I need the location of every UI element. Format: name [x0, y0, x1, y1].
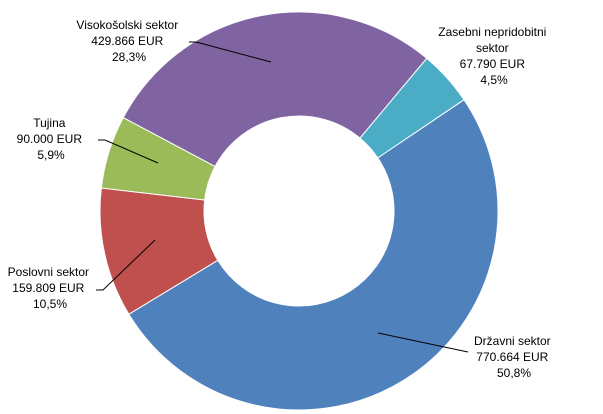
data-label-name: Poslovni sektor — [8, 265, 89, 279]
data-label-visokosolski-sektor: Visokošolski sektor 429.866 EUR 28,3% — [76, 18, 181, 64]
data-label-name: Visokošolski sektor — [76, 18, 178, 32]
data-label-value: 67.790 EUR — [460, 57, 526, 71]
slice-3 — [122, 11, 428, 168]
data-label-value: 770.664 EUR — [476, 350, 548, 364]
slice-4 — [359, 57, 465, 159]
data-label-name-line-2: sektor — [476, 41, 509, 55]
slice-0 — [128, 99, 499, 411]
data-label-tujina: Tujina 90.000 EUR 5,9% — [17, 116, 86, 162]
data-label-value: 90.000 EUR — [17, 132, 83, 146]
data-label-percent: 10,5% — [33, 297, 67, 311]
leader-line-visokosolski — [189, 41, 272, 63]
data-label-name: Tujina — [33, 116, 66, 130]
data-label-name-line-1: Zasebni nepridobitni — [438, 25, 546, 39]
leader-line-poslovni — [96, 239, 156, 291]
data-label-name: Državni sektor — [474, 334, 551, 348]
data-label-poslovni-sektor: Poslovni sektor 159.809 EUR 10,5% — [8, 265, 93, 311]
chart-slices — [99, 11, 499, 411]
leader-line-drzavni — [377, 332, 469, 353]
data-label-drzavni-sektor: Državni sektor 770.664 EUR 50,8% — [474, 334, 554, 380]
data-label-percent: 4,5% — [480, 73, 508, 87]
data-label-percent: 50,8% — [497, 366, 531, 380]
data-label-zasebni-nepridobitni-sektor: Zasebni nepridobitni sektor 67.790 EUR 4… — [438, 25, 549, 87]
data-label-value: 429.866 EUR — [91, 34, 163, 48]
data-label-percent: 5,9% — [37, 148, 65, 162]
leader-line-tujina — [98, 139, 159, 164]
data-label-percent: 28,3% — [112, 50, 146, 64]
data-label-value: 159.809 EUR — [12, 281, 84, 295]
